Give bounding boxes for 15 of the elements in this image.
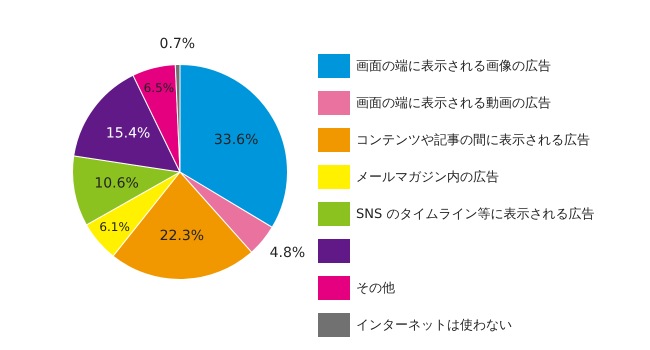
data-label: 10.6% (94, 175, 139, 192)
data-label: 33.6% (214, 132, 258, 148)
legend-label: インターネットは使わない (356, 316, 512, 334)
data-label: 6.1% (99, 220, 130, 234)
data-label: 4.8% (270, 245, 306, 262)
legend-label: 画面の端に表示される動画の広告 (356, 94, 551, 112)
data-label: 0.7% (160, 36, 196, 52)
legend-label: コンテンツや記事の間に表示される広告 (356, 132, 590, 148)
legend-label: SNS のタイムライン等に表示される広告 (356, 206, 594, 222)
data-label: 22.3% (160, 228, 204, 244)
data-label: 6.5% (144, 80, 174, 95)
legend-label: メールマガジン内の広告 (356, 168, 499, 186)
legend-label: 画面の端に表示される画像の広告 (356, 58, 551, 74)
data-label: 15.4% (106, 125, 150, 142)
legend-label: その他 (356, 280, 395, 296)
